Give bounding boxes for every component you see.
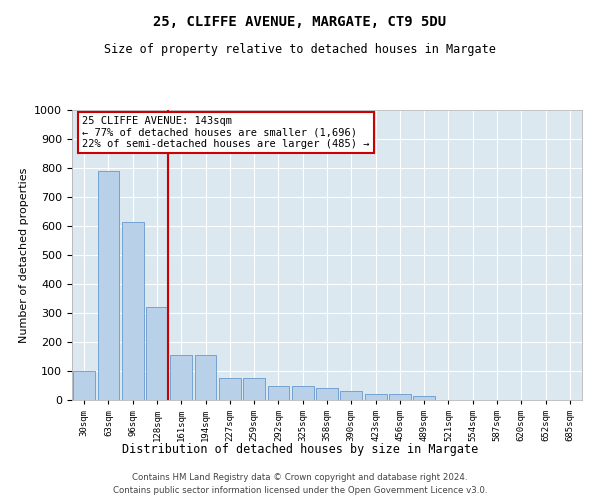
Bar [194,355,217,400]
Bar [73,371,95,400]
Bar [97,171,119,400]
Text: 25 CLIFFE AVENUE: 143sqm
← 77% of detached houses are smaller (1,696)
22% of sem: 25 CLIFFE AVENUE: 143sqm ← 77% of detach… [82,116,370,149]
Text: Contains HM Land Registry data © Crown copyright and database right 2024.: Contains HM Land Registry data © Crown c… [132,472,468,482]
Text: Size of property relative to detached houses in Margate: Size of property relative to detached ho… [104,42,496,56]
Bar [146,307,168,400]
Bar [170,355,192,400]
Text: Distribution of detached houses by size in Margate: Distribution of detached houses by size … [122,442,478,456]
Text: Contains public sector information licensed under the Open Government Licence v3: Contains public sector information licen… [113,486,487,495]
Bar [268,386,289,400]
Bar [413,396,435,400]
Bar [365,394,386,400]
Bar [316,388,338,400]
Bar [122,222,143,400]
Bar [389,394,411,400]
Bar [292,386,314,400]
Bar [219,378,241,400]
Y-axis label: Number of detached properties: Number of detached properties [19,168,29,342]
Bar [243,378,265,400]
Bar [340,392,362,400]
Text: 25, CLIFFE AVENUE, MARGATE, CT9 5DU: 25, CLIFFE AVENUE, MARGATE, CT9 5DU [154,15,446,29]
